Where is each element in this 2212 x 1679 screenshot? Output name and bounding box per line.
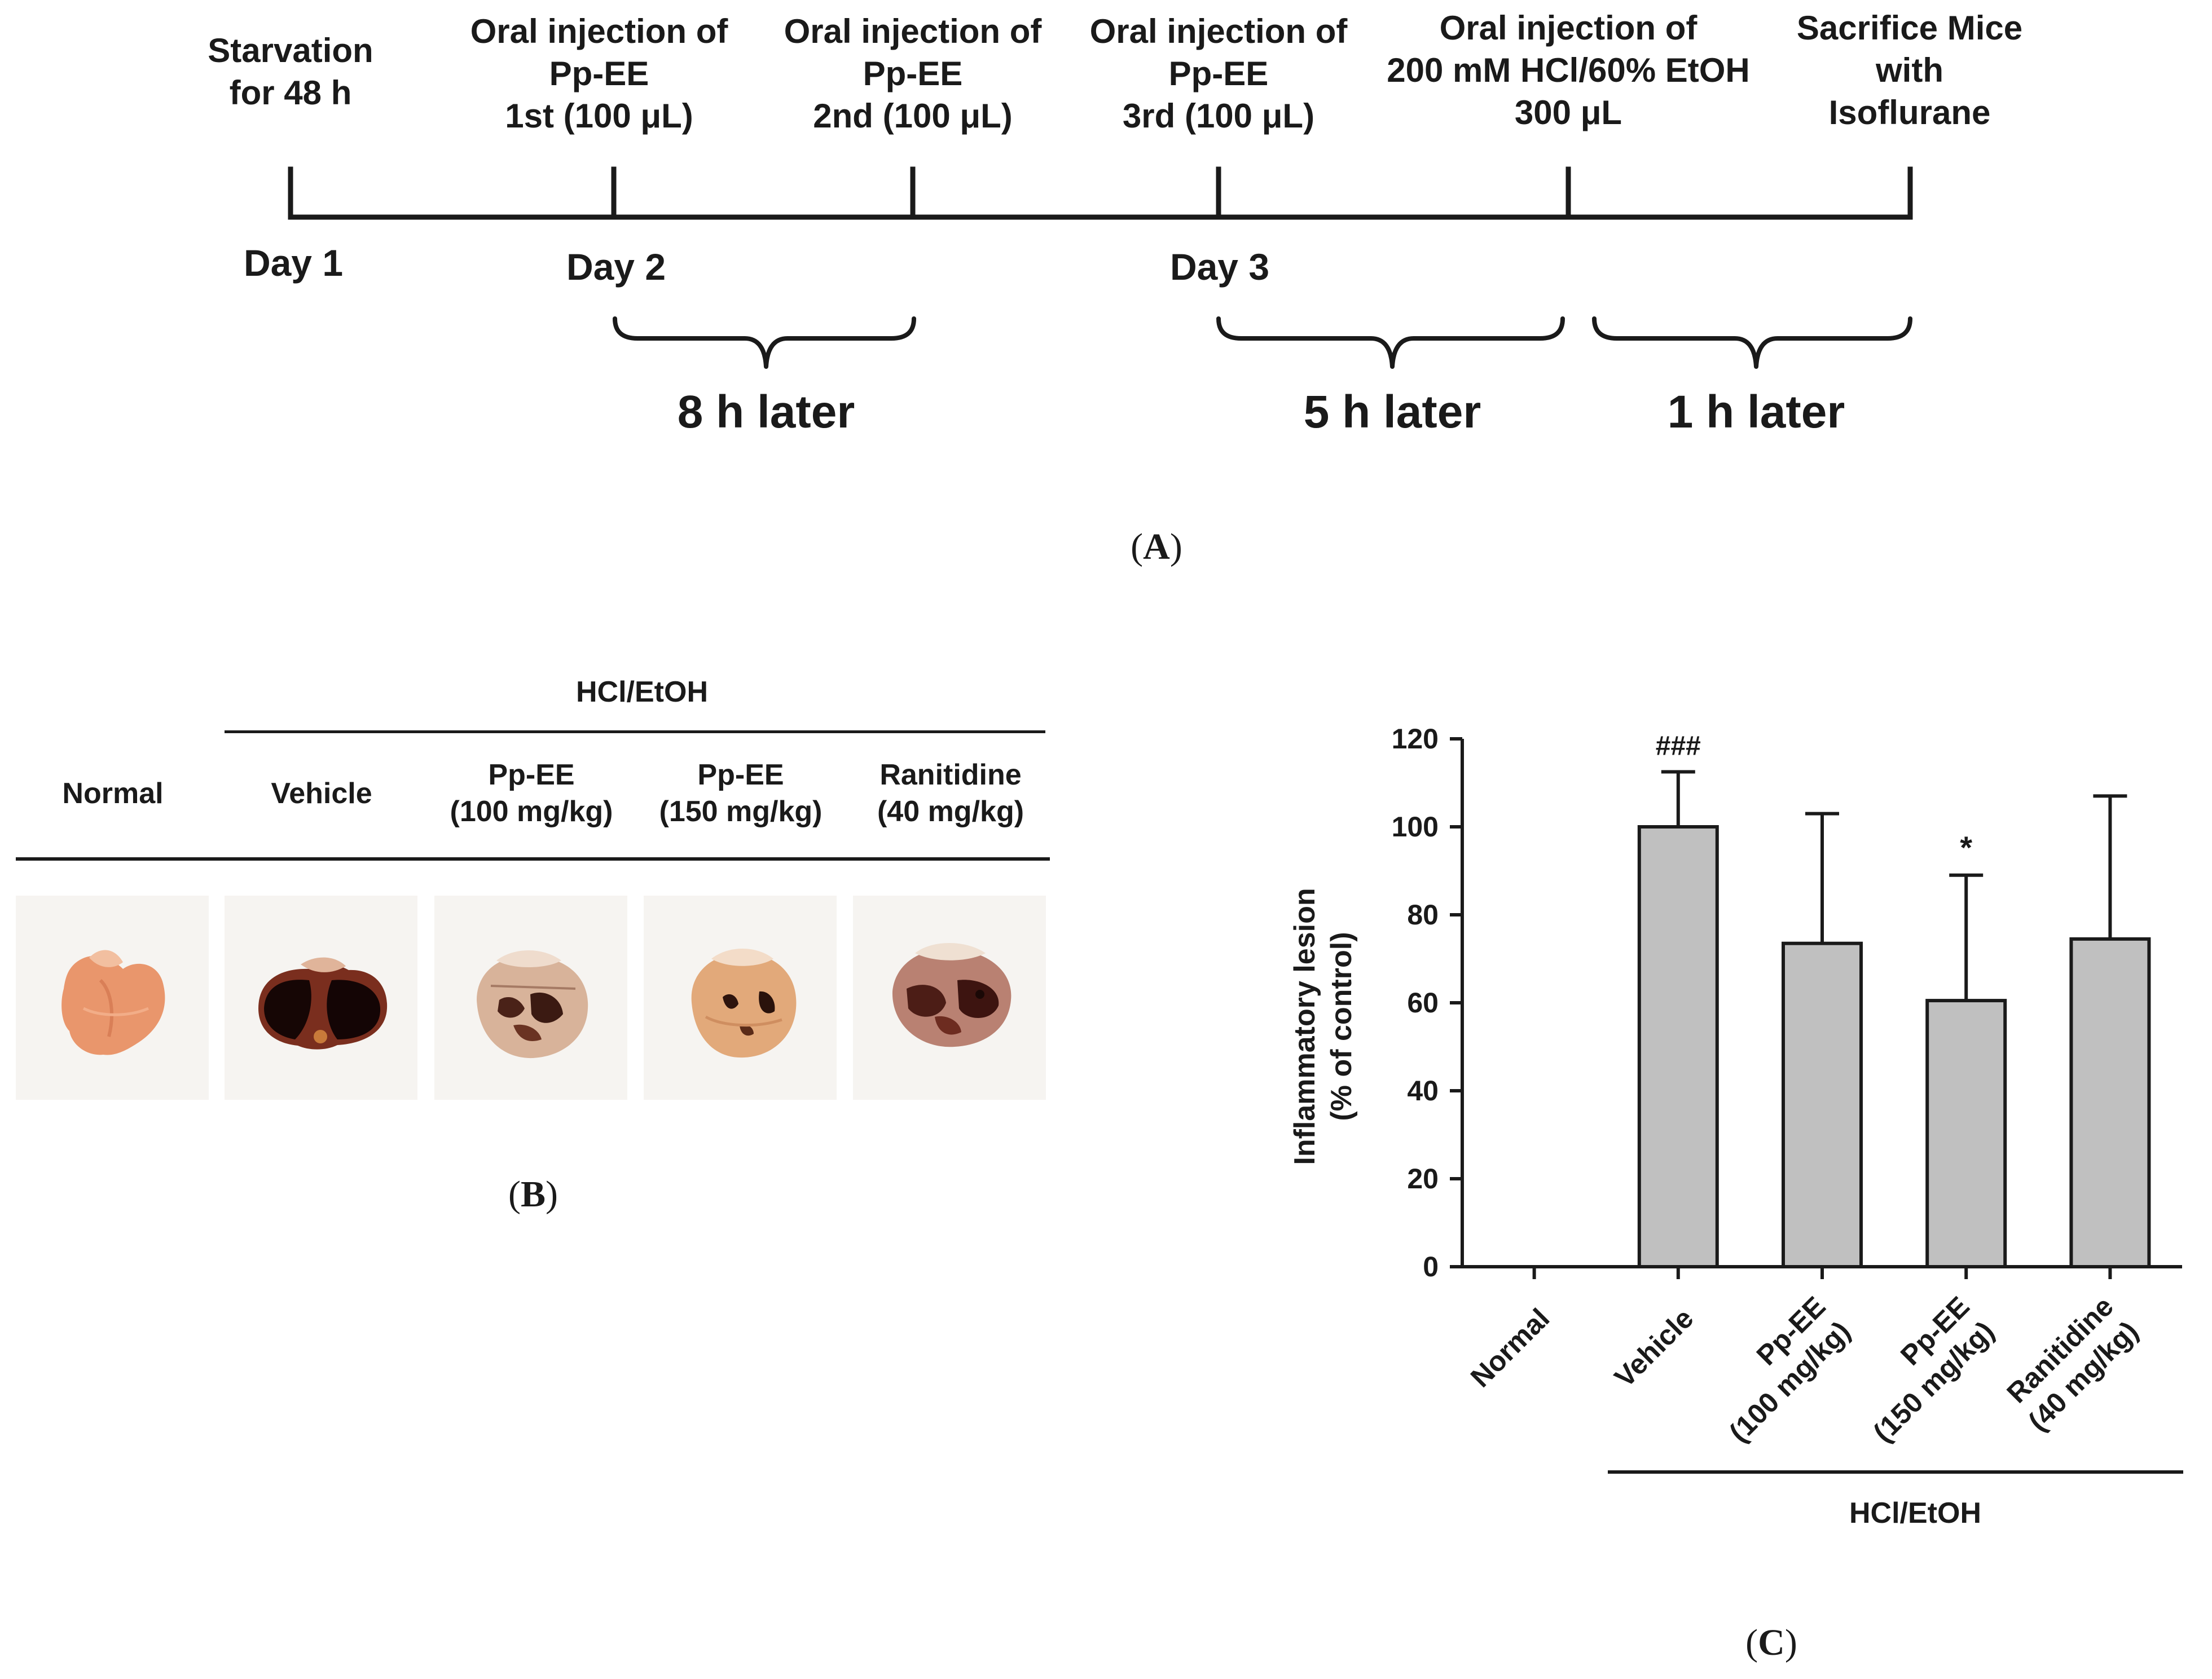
event-injection-2: Oral injection of Pp-EE 2nd (100 μL) <box>784 12 1042 135</box>
x-category-label-line1: Vehicle <box>1608 1302 1699 1393</box>
stomach-photo-normal <box>16 896 209 1100</box>
significance-marker: * <box>1960 830 1972 865</box>
event-sacrifice: Sacrifice Mice with Isoflurane <box>1796 9 2023 131</box>
interval-8h-label: 8 h later <box>677 386 855 438</box>
column-ppee-100: Pp-EE (100 mg/kg) <box>450 759 613 828</box>
y-tick-label: 20 <box>1407 1163 1439 1195</box>
timeline-axis <box>288 166 1913 369</box>
x-category-label: Ranitidine(40 mg/kg) <box>2000 1290 2144 1437</box>
panel-a-label: (A) <box>1131 526 1182 567</box>
significance-marker: ### <box>1656 731 1701 761</box>
event-injection-1: Oral injection of Pp-EE 1st (100 μL) <box>470 12 728 135</box>
interval-brace-3 <box>1592 316 1912 369</box>
y-tick-label: 0 <box>1423 1251 1439 1283</box>
day-3-label: Day 3 <box>1169 246 1270 288</box>
treatment-divider <box>225 730 1045 733</box>
stomach-photo-ppee-150 <box>644 896 837 1100</box>
bar <box>1925 999 2007 1268</box>
group-label: HCl/EtOH <box>1849 1497 1981 1530</box>
y-axis-label-line2: (% of control) <box>1325 932 1358 1121</box>
interval-1h-label: 1 h later <box>1667 386 1845 438</box>
x-category-label: Pp-EE(150 mg/kg) <box>1867 1290 2000 1448</box>
y-tick-label: 60 <box>1407 987 1439 1019</box>
header-divider <box>16 857 1050 861</box>
event-starvation: Starvation for 48 h <box>208 32 373 112</box>
x-category-label: Vehicle <box>1608 1302 1699 1393</box>
x-category-label-line1: Normal <box>1465 1302 1555 1393</box>
y-tick-label: 80 <box>1407 899 1439 931</box>
event-hcl-etoh: Oral injection of 200 mM HCl/60% EtOH 30… <box>1387 9 1750 131</box>
interval-brace-2 <box>1216 316 1565 369</box>
x-category-label: Normal <box>1465 1302 1555 1393</box>
day-1-label: Day 1 <box>243 242 344 284</box>
stomach-photo-ranitidine <box>853 896 1046 1100</box>
panel-c-label: (C) <box>1745 1622 1797 1663</box>
y-tick-label: 40 <box>1407 1075 1439 1107</box>
column-ppee-150: Pp-EE (150 mg/kg) <box>659 759 823 828</box>
stomach-photo-vehicle <box>225 896 417 1100</box>
bar <box>2069 937 2151 1268</box>
event-injection-3: Oral injection of Pp-EE 3rd (100 μL) <box>1089 12 1348 135</box>
bar <box>1782 941 1863 1268</box>
bar <box>1637 825 1719 1268</box>
y-tick-label: 120 <box>1392 723 1439 755</box>
treatment-header: HCl/EtOH <box>576 676 708 708</box>
y-axis-label-line1: Inflammatory lesion <box>1288 888 1321 1165</box>
stomach-photo-ppee-100 <box>434 896 627 1100</box>
column-vehicle: Vehicle <box>271 777 372 810</box>
interval-5h-label: 5 h later <box>1303 386 1481 438</box>
column-ranitidine: Ranitidine (40 mg/kg) <box>877 759 1024 828</box>
day-2-label: Day 2 <box>566 246 666 288</box>
x-category-label: Pp-EE(100 mg/kg) <box>1723 1290 1856 1448</box>
interval-brace-1 <box>613 316 916 369</box>
y-tick-label: 100 <box>1392 811 1439 843</box>
panel-b-label: (B) <box>508 1174 558 1215</box>
column-normal: Normal <box>62 777 164 810</box>
